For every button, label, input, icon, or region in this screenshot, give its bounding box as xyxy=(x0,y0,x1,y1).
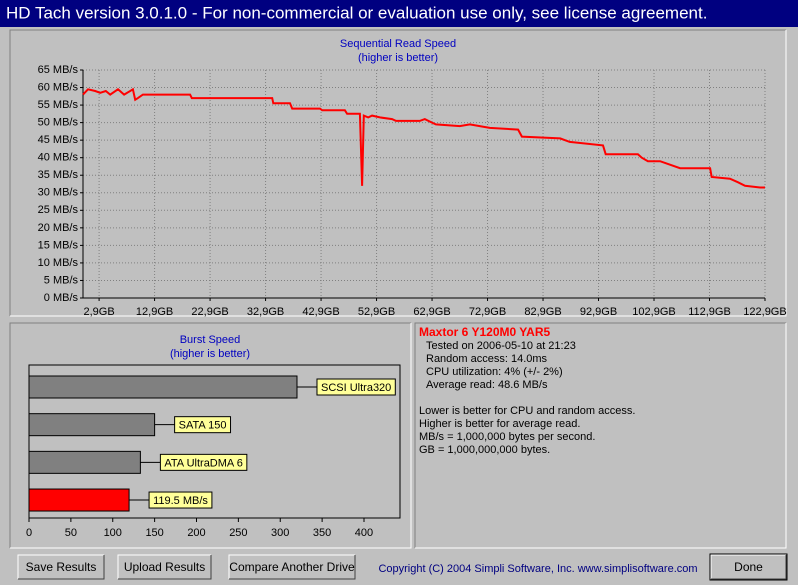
result-detail: CPU utilization: 4% (+/- 2%) xyxy=(426,366,563,378)
y-tick-label: 10 MB/s xyxy=(38,257,79,269)
bar xyxy=(28,413,156,437)
x-tick-label: 122,9GB xyxy=(743,306,786,318)
y-tick-label: 35 MB/s xyxy=(38,169,79,181)
panel-light xyxy=(10,30,787,317)
read-speed-line xyxy=(82,87,765,189)
chart-title: Sequential Read Speed xyxy=(340,38,456,50)
button-shadow xyxy=(229,555,356,580)
button-label[interactable]: Save Results xyxy=(26,560,97,574)
bar xyxy=(28,488,130,512)
button-light xyxy=(710,554,786,579)
x-tick-label: 50 xyxy=(65,527,77,539)
y-tick-label: 15 MB/s xyxy=(38,239,79,251)
button-light xyxy=(228,554,355,579)
x-tick-label: 350 xyxy=(313,527,331,539)
x-tick-label: 42,9GB xyxy=(302,306,339,318)
x-tick-label: 92,9GB xyxy=(580,306,617,318)
x-tick-label: 2,9GB xyxy=(83,306,114,318)
y-tick-label: 45 MB/s xyxy=(38,134,79,146)
y-tick-label: 25 MB/s xyxy=(38,204,79,216)
note: MB/s = 1,000,000 bytes per second. xyxy=(419,431,595,443)
x-tick-label: 62,9GB xyxy=(413,306,450,318)
note: GB = 1,000,000,000 bytes. xyxy=(419,444,550,456)
panel-shadow xyxy=(9,29,786,316)
button-light xyxy=(117,554,211,579)
button[interactable] xyxy=(18,555,104,579)
panel-light xyxy=(10,323,412,549)
panel xyxy=(10,30,786,316)
result-detail: Tested on 2006-05-10 at 21:23 xyxy=(426,340,576,352)
y-tick-label: 65 MB/s xyxy=(38,64,79,76)
title-bar xyxy=(0,0,798,27)
bar xyxy=(28,450,141,474)
button-light xyxy=(17,554,104,579)
drive-name: Maxtor 6 Y120M0 YAR5 xyxy=(419,325,551,339)
x-tick-label: 112,9GB xyxy=(688,306,731,318)
bar xyxy=(28,375,298,399)
bar-category-label: SCSI Ultra320 xyxy=(321,382,391,394)
result-detail: Random access: 14.0ms xyxy=(426,353,548,365)
panel-light xyxy=(415,323,787,549)
y-tick-label: 60 MB/s xyxy=(38,81,79,93)
chart-subtitle: (higher is better) xyxy=(170,348,250,360)
panel-shadow xyxy=(414,322,786,548)
x-tick-label: 250 xyxy=(229,527,247,539)
button[interactable] xyxy=(118,555,211,579)
bar-label-box xyxy=(148,491,213,509)
button[interactable] xyxy=(229,555,355,579)
x-tick-label: 0 xyxy=(26,527,32,539)
result-detail: Average read: 48.6 MB/s xyxy=(426,379,548,391)
button-shadow xyxy=(711,555,787,580)
button[interactable] xyxy=(711,555,786,579)
x-tick-label: 52,9GB xyxy=(358,306,395,318)
panel-shadow xyxy=(9,322,411,548)
chart-subtitle: (higher is better) xyxy=(358,52,438,64)
x-tick-label: 100 xyxy=(104,527,122,539)
window-title: HD Tach version 3.0.1.0 - For non-commer… xyxy=(6,3,707,22)
x-tick-label: 102,9GB xyxy=(632,306,675,318)
button-label[interactable]: Done xyxy=(734,560,763,574)
note: Lower is better for CPU and random acces… xyxy=(419,405,635,417)
bar-label-box xyxy=(316,378,396,396)
x-tick-label: 400 xyxy=(355,527,373,539)
x-tick-label: 72,9GB xyxy=(469,306,506,318)
note: Higher is better for average read. xyxy=(419,418,580,430)
y-tick-label: 20 MB/s xyxy=(38,222,79,234)
y-tick-label: 30 MB/s xyxy=(38,187,79,199)
panel xyxy=(415,323,786,548)
button-label[interactable]: Compare Another Drive xyxy=(229,560,355,574)
x-tick-label: 12,9GB xyxy=(136,306,173,318)
bar-label-box xyxy=(174,416,232,434)
default-button-frame xyxy=(709,553,788,581)
button-shadow xyxy=(18,555,105,580)
bar-value-label: 119.5 MB/s xyxy=(153,495,208,507)
bar-category-label: ATA UltraDMA 6 xyxy=(164,457,242,469)
x-tick-label: 22,9GB xyxy=(191,306,228,318)
copyright: Copyright (C) 2004 Simpli Software, Inc.… xyxy=(378,563,697,575)
plot-area xyxy=(28,364,401,519)
x-tick-label: 32,9GB xyxy=(247,306,284,318)
y-tick-label: 55 MB/s xyxy=(38,99,79,111)
chart-title: Burst Speed xyxy=(180,334,241,346)
button-label[interactable]: Upload Results xyxy=(124,560,205,574)
x-tick-label: 200 xyxy=(187,527,205,539)
y-tick-label: 0 MB/s xyxy=(44,292,79,304)
x-tick-label: 82,9GB xyxy=(524,306,561,318)
x-tick-label: 300 xyxy=(271,527,289,539)
bar-label-box xyxy=(159,453,248,471)
x-tick-label: 150 xyxy=(145,527,163,539)
y-tick-label: 50 MB/s xyxy=(38,117,79,129)
button-shadow xyxy=(118,555,212,580)
bar-category-label: SATA 150 xyxy=(179,420,227,432)
y-tick-label: 5 MB/s xyxy=(44,274,79,286)
y-tick-label: 40 MB/s xyxy=(38,152,79,164)
